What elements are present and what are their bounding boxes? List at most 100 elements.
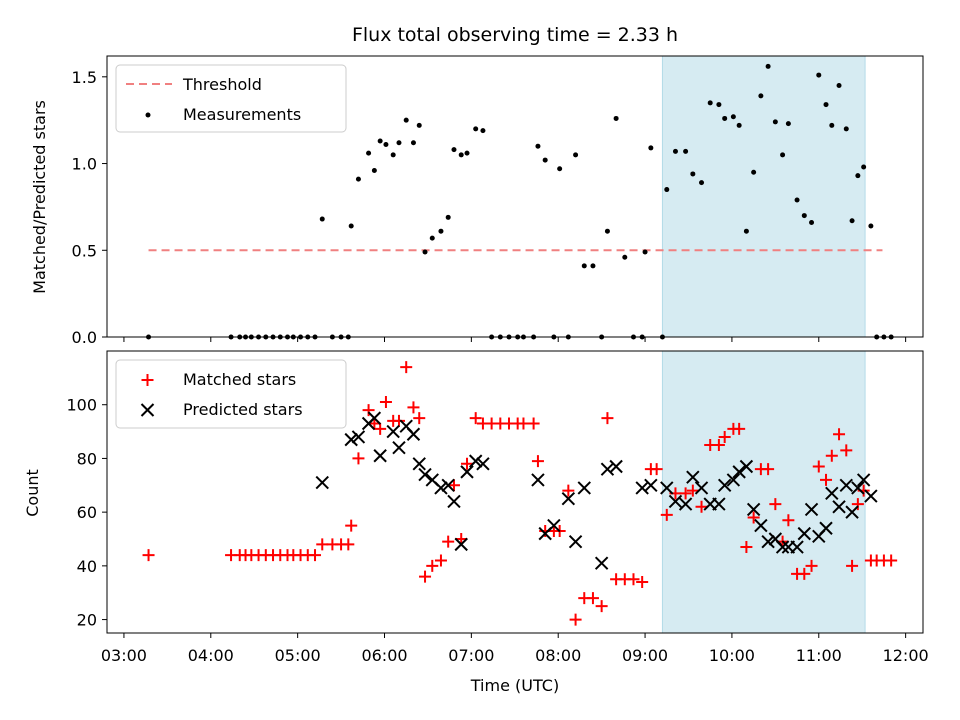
predicted-stars-point bbox=[531, 473, 545, 487]
matched-stars-point bbox=[407, 401, 420, 414]
predicted-stars-point bbox=[635, 481, 649, 495]
matched-stars-point bbox=[595, 600, 608, 613]
predicted-stars-point bbox=[468, 454, 483, 468]
matched-stars-point bbox=[798, 567, 811, 580]
matched-stars-point bbox=[469, 412, 482, 425]
predicted-stars-point bbox=[412, 457, 426, 471]
bottom-ylabel: Count bbox=[23, 469, 42, 517]
predicted-stars-point bbox=[609, 459, 623, 474]
measurement-point bbox=[581, 263, 587, 269]
matched-stars-point bbox=[601, 412, 614, 425]
predicted-stars-point bbox=[547, 518, 561, 533]
matched-stars-point bbox=[840, 444, 853, 457]
measurement-point bbox=[664, 187, 670, 193]
measurement-point bbox=[772, 119, 778, 125]
matched-stars-point bbox=[345, 519, 358, 532]
matched-stars-point bbox=[769, 498, 782, 511]
measurement-point bbox=[801, 213, 807, 219]
predicted-stars-point bbox=[668, 494, 683, 509]
measurement-point bbox=[390, 152, 396, 158]
matched-stars-point bbox=[650, 463, 663, 476]
predicted-stars-point bbox=[447, 494, 461, 509]
measurement-points bbox=[146, 63, 894, 340]
measurement-point bbox=[429, 235, 435, 241]
measurement-point bbox=[868, 223, 874, 229]
predicted-stars-point bbox=[819, 521, 833, 535]
bottom-legend: Matched stars Predicted stars bbox=[115, 359, 347, 429]
predicted-stars-point bbox=[460, 465, 474, 479]
measurement-point bbox=[573, 152, 579, 158]
matched-stars-point bbox=[712, 439, 725, 451]
measurement-point bbox=[622, 254, 628, 260]
matched-stars-point bbox=[434, 554, 447, 567]
y-tick-label: 1.0 bbox=[72, 155, 97, 174]
predicted-stars-point bbox=[746, 502, 761, 517]
predicted-stars-point bbox=[644, 478, 658, 492]
matched-stars-point bbox=[733, 422, 746, 435]
x-tick-label: 03:00 bbox=[101, 646, 147, 665]
matched-stars-point bbox=[636, 575, 649, 588]
measurement-point bbox=[410, 140, 416, 146]
measurement-point bbox=[672, 148, 678, 154]
measurement-point bbox=[716, 102, 722, 108]
predicted-stars-point bbox=[694, 481, 709, 495]
x-tick-label: 05:00 bbox=[275, 646, 321, 665]
y-tick-label: 0.5 bbox=[72, 241, 97, 260]
predicted-stars-point bbox=[856, 473, 871, 487]
matched-stars-point bbox=[569, 613, 582, 626]
matched-stars-point bbox=[362, 404, 375, 417]
matched-stars-point bbox=[531, 455, 544, 468]
predicted-stars-point bbox=[434, 481, 448, 495]
measurement-point bbox=[396, 140, 402, 146]
measurement-point bbox=[780, 152, 786, 158]
x-tick-label: 12:00 bbox=[883, 646, 929, 665]
matched-stars-point bbox=[461, 457, 474, 470]
matched-stars-point bbox=[562, 484, 575, 497]
measurement-point bbox=[823, 102, 829, 108]
measurement-point bbox=[438, 228, 444, 234]
top-panel: 0.0 0.5 1.0 1.5 Matched/Predicted stars Thr… bbox=[30, 55, 924, 347]
x-axis-label: Time (UTC) bbox=[470, 676, 559, 695]
measurement-point bbox=[590, 263, 596, 269]
measurement-point bbox=[366, 150, 372, 156]
matched-stars-point bbox=[695, 500, 708, 513]
matched-stars-point bbox=[447, 479, 460, 492]
count-points bbox=[142, 361, 898, 626]
measurement-point bbox=[736, 122, 742, 128]
measurement-point bbox=[458, 152, 464, 158]
predicted-stars-point bbox=[392, 440, 406, 455]
matched-stars-point bbox=[627, 573, 640, 586]
measurement-point bbox=[722, 115, 728, 121]
matched-stars-point bbox=[517, 417, 530, 430]
predicted-stars-point bbox=[839, 478, 853, 492]
matched-stars-point bbox=[392, 414, 405, 427]
top-axis-ticks: 0.0 0.5 1.0 1.5 bbox=[72, 68, 907, 347]
measurement-point bbox=[751, 169, 757, 175]
measurement-point bbox=[613, 115, 619, 121]
y-tick-label: 80 bbox=[77, 449, 97, 468]
predicted-stars-point bbox=[851, 481, 865, 495]
legend-measurements-swatch bbox=[145, 112, 151, 118]
legend-matched-label: Matched stars bbox=[183, 370, 296, 389]
y-tick-label: 100 bbox=[66, 396, 97, 415]
predicted-stars-point bbox=[686, 470, 700, 484]
measurement-point bbox=[604, 228, 610, 234]
predicted-stars-point bbox=[678, 497, 693, 511]
y-tick-label: 20 bbox=[77, 611, 97, 630]
predicted-stars-point bbox=[864, 489, 878, 503]
y-tick-label: 1.5 bbox=[72, 68, 97, 87]
measurement-point bbox=[535, 143, 541, 149]
y-tick-label: 60 bbox=[77, 503, 97, 522]
matched-stars-point bbox=[851, 498, 864, 511]
predicted-stars-point bbox=[476, 457, 490, 471]
matched-stars-point bbox=[679, 487, 692, 500]
top-ylabel: Matched/Predicted stars bbox=[30, 100, 49, 294]
predicted-stars-point bbox=[454, 537, 468, 552]
predicted-stars-point bbox=[441, 478, 455, 492]
y-tick-label: 40 bbox=[77, 557, 97, 576]
measurement-point bbox=[480, 128, 486, 134]
measurement-point bbox=[542, 157, 548, 163]
predicted-stars-point bbox=[845, 505, 859, 519]
matched-stars-point bbox=[342, 538, 355, 551]
measurement-point bbox=[849, 218, 855, 224]
